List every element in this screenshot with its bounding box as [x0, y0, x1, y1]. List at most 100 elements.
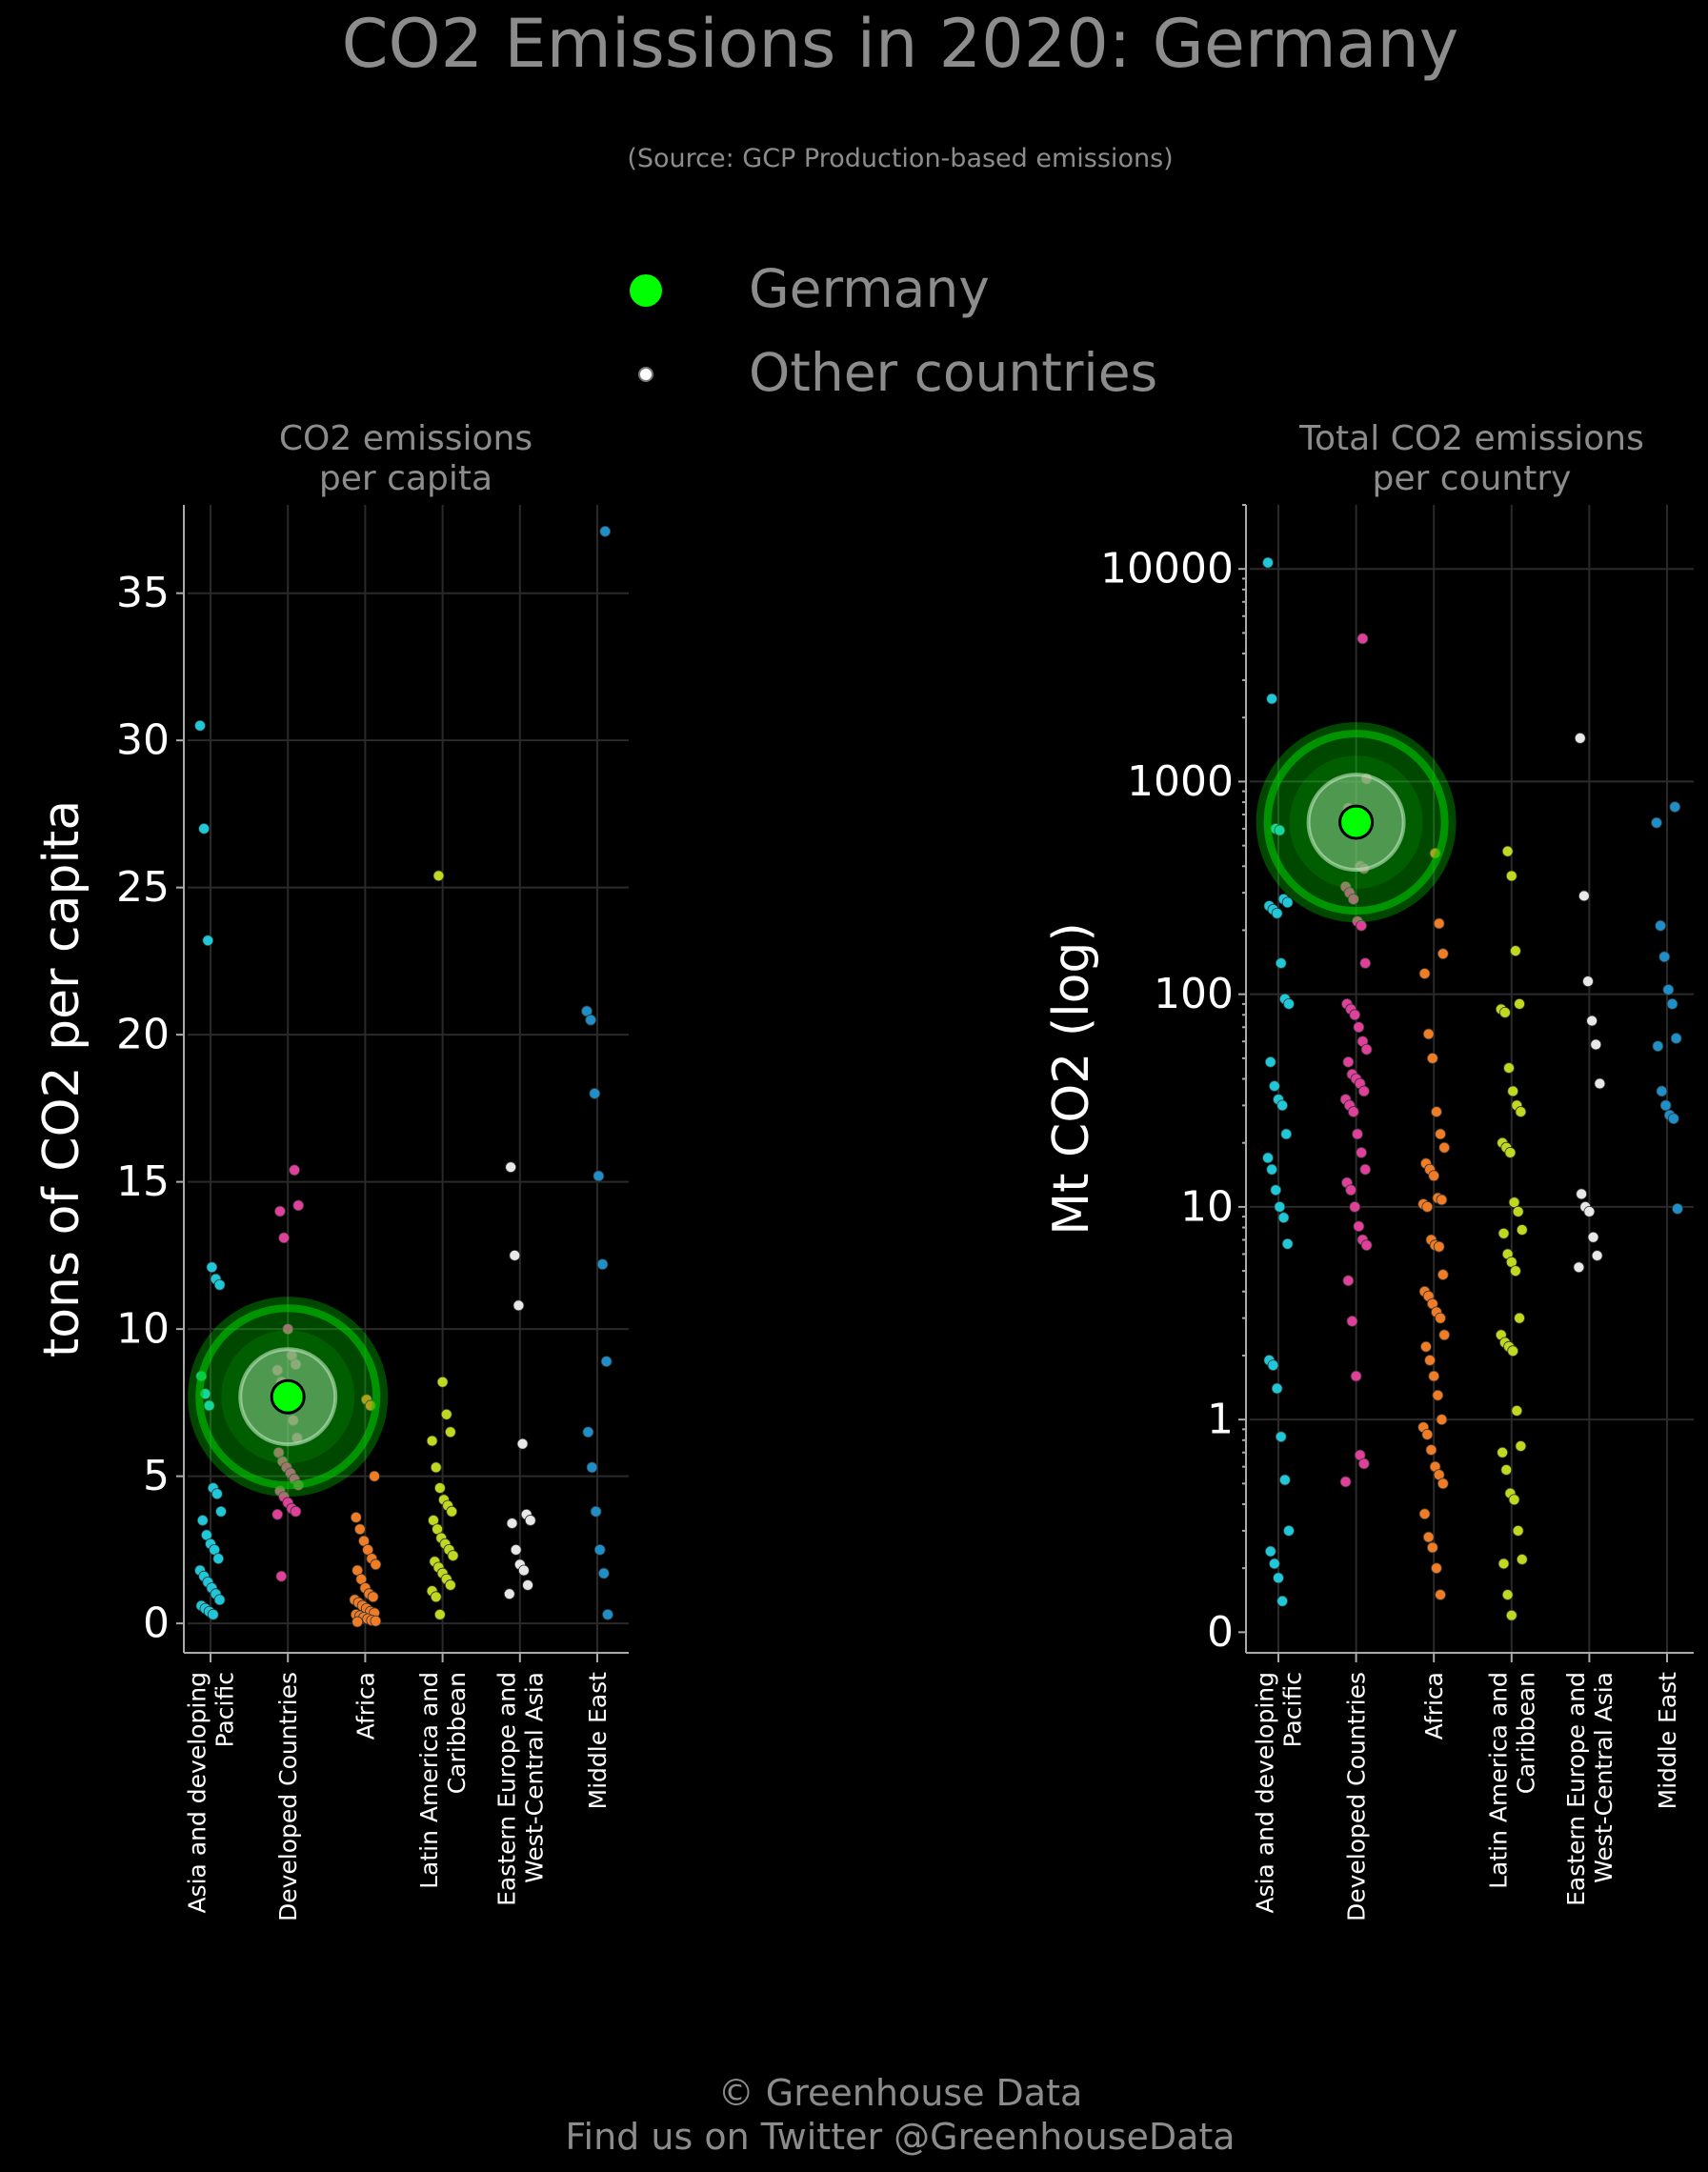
data-point-eastern-europe-and-west-central-asia [1587, 1231, 1599, 1243]
data-point-asia-and-developing-pacific [1283, 997, 1295, 1010]
data-point-africa [1426, 1541, 1438, 1554]
data-point-developed-countries [1347, 893, 1359, 905]
data-point-latin-america-and-caribbean [1501, 1589, 1514, 1600]
data-point-middle-east [1662, 984, 1675, 996]
data-point-latin-america-and-caribbean [1512, 1524, 1524, 1537]
y-tick-label: 0 [1207, 1608, 1234, 1657]
data-point-middle-east [586, 1461, 598, 1474]
data-point-asia-and-developing-pacific [211, 1488, 223, 1500]
data-point-asia-and-developing-pacific [1264, 1545, 1276, 1558]
x-tick-label-line: Eastern Europe and [1562, 1672, 1590, 1906]
data-point-asia-and-developing-pacific [207, 1608, 219, 1620]
data-point-africa [1436, 1194, 1448, 1206]
data-point-africa [1437, 1478, 1449, 1490]
data-point-developed-countries [1349, 1009, 1361, 1021]
panel-title: Total CO2 emissions per country [1298, 419, 1644, 498]
data-point-africa [1424, 1355, 1436, 1366]
data-point-asia-and-developing-pacific [1275, 957, 1287, 969]
data-point-middle-east [590, 1505, 602, 1518]
x-tick-label-line: Africa [1420, 1672, 1448, 1740]
data-point-latin-america-and-caribbean [1504, 1147, 1517, 1158]
data-point-developed-countries [1350, 1370, 1362, 1382]
data-point-africa [1437, 948, 1449, 960]
data-point-developed-countries [1342, 1056, 1355, 1068]
data-point-middle-east [1658, 951, 1671, 963]
y-axis-label: Mt CO2 (log) [1043, 922, 1100, 1235]
data-point-asia-and-developing-pacific [1276, 1099, 1289, 1112]
data-point-developed-countries [1345, 1184, 1356, 1197]
data-point-africa [1433, 1240, 1445, 1253]
data-point-latin-america-and-caribbean [433, 1482, 446, 1494]
data-point-asia-and-developing-pacific [1277, 1212, 1290, 1224]
data-point-latin-america-and-caribbean [1501, 845, 1514, 857]
data-point-latin-america-and-caribbean [1516, 1224, 1528, 1236]
data-point-eastern-europe-and-west-central-asia [1591, 1250, 1603, 1261]
data-point-latin-america-and-caribbean [1503, 1062, 1515, 1074]
data-point-africa [1433, 917, 1445, 930]
data-point-developed-countries [1360, 1239, 1373, 1252]
panel-title-line: per country [1373, 459, 1572, 498]
data-point-middle-east [1669, 801, 1681, 813]
data-point-africa [353, 1523, 366, 1536]
data-point-eastern-europe-and-west-central-asia [1573, 1261, 1585, 1274]
data-point-eastern-europe-and-west-central-asia [1578, 890, 1590, 902]
data-point-latin-america-and-caribbean [1505, 1609, 1517, 1621]
data-point-eastern-europe-and-west-central-asia [1594, 1077, 1606, 1090]
data-point-middle-east [1652, 1040, 1664, 1053]
data-point-developed-countries [1356, 919, 1367, 932]
x-tick-label-line: Middle East [1654, 1672, 1681, 1810]
data-point-developed-countries [1353, 1021, 1365, 1034]
data-point-latin-america-and-caribbean [1515, 1440, 1527, 1452]
data-point-developed-countries [1349, 1200, 1361, 1213]
data-point-asia-and-developing-pacific [1274, 824, 1286, 836]
data-point-africa [1438, 1141, 1451, 1154]
data-point-middle-east [585, 1014, 597, 1026]
data-point-middle-east [599, 525, 612, 537]
chart-subtitle: (Source: GCP Production-based emissions) [627, 144, 1173, 173]
data-point-latin-america-and-caribbean [436, 1376, 449, 1388]
data-point-developed-countries [275, 1570, 288, 1582]
data-point-eastern-europe-and-west-central-asia [506, 1518, 518, 1529]
highlight-point-germany [1338, 804, 1375, 840]
data-point-africa [369, 1470, 380, 1482]
data-point-developed-countries [292, 1199, 305, 1212]
y-tick-label: 10 [116, 1305, 170, 1354]
panel-2: Total CO2 emissions per country Mt CO2 (lo… [1043, 419, 1694, 1921]
data-point-eastern-europe-and-west-central-asia [1583, 1205, 1596, 1217]
data-point-africa [1428, 1170, 1440, 1182]
data-point-africa [1437, 1269, 1449, 1280]
data-point-eastern-europe-and-west-central-asia [518, 1564, 530, 1577]
data-point-asia-and-developing-pacific [1271, 907, 1283, 919]
data-point-asia-and-developing-pacific [1266, 693, 1278, 705]
data-point-africa [350, 1511, 362, 1523]
data-point-latin-america-and-caribbean [1511, 1404, 1523, 1417]
data-point-africa [1435, 1589, 1446, 1600]
y-tick-label: 10 [1180, 1182, 1234, 1231]
data-point-asia-and-developing-pacific [1280, 1128, 1293, 1140]
data-point-eastern-europe-and-west-central-asia [524, 1515, 536, 1526]
x-tick-label: Asia and developingPacific [1252, 1672, 1307, 1914]
data-point-asia-and-developing-pacific [1278, 1474, 1291, 1486]
footer-twitter: Find us on Twitter @GreenhouseData [565, 2116, 1235, 2158]
data-point-developed-countries [1359, 957, 1372, 969]
data-point-africa [1426, 1052, 1438, 1064]
data-point-africa [370, 1615, 382, 1627]
x-tick-label: Latin America andCaribbean [415, 1672, 471, 1889]
data-point-developed-countries [1357, 1458, 1370, 1470]
data-point-africa [1418, 1508, 1431, 1520]
x-tick-label-line: West-Central Asia [520, 1672, 548, 1883]
data-point-asia-and-developing-pacific [212, 1553, 225, 1565]
data-point-asia-and-developing-pacific [1267, 1359, 1279, 1372]
x-tick-label-line: Asia and developing [184, 1672, 211, 1914]
data-point-middle-east [600, 1356, 613, 1368]
data-point-middle-east [589, 1088, 601, 1099]
data-point-africa [1431, 1562, 1442, 1575]
data-point-latin-america-and-caribbean [1514, 1312, 1525, 1324]
data-point-middle-east [1656, 1085, 1668, 1097]
y-tick-label: 15 [116, 1157, 170, 1206]
data-point-eastern-europe-and-west-central-asia [1582, 975, 1594, 988]
y-tick-label: 1 [1207, 1396, 1234, 1444]
data-point-middle-east [1670, 1033, 1682, 1044]
data-point-eastern-europe-and-west-central-asia [1586, 1015, 1598, 1027]
data-point-latin-america-and-caribbean [1507, 1085, 1519, 1097]
